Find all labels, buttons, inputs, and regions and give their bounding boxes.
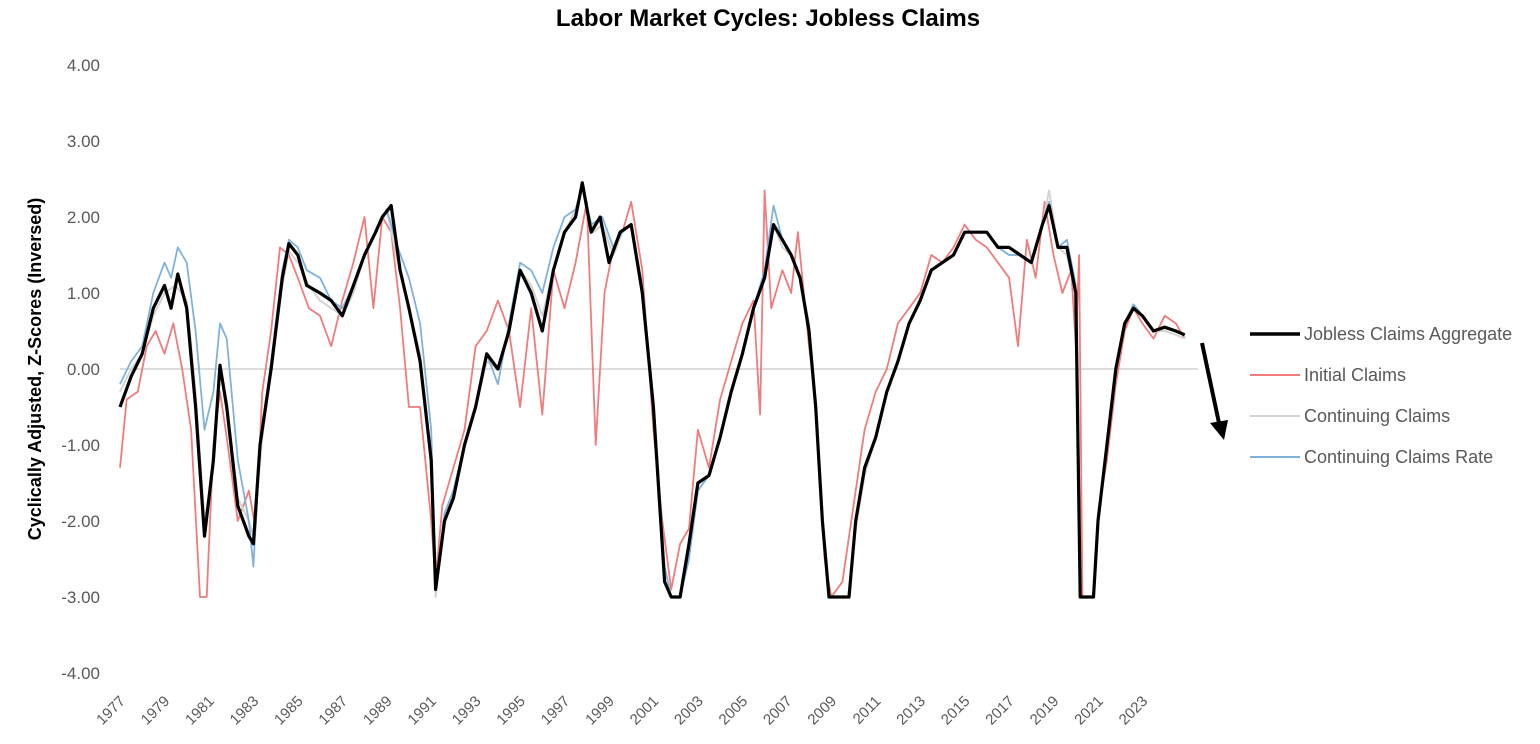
y-axis-label: Cyclically Adjusted, Z-Scores (Inversed) [25, 198, 45, 540]
legend-label: Jobless Claims Aggregate [1304, 324, 1512, 344]
y-tick-label: -2.00 [61, 512, 100, 531]
x-tick-label: 1993 [449, 693, 485, 729]
x-tick-label: 2001 [627, 693, 663, 729]
x-tick-label: 2011 [850, 693, 885, 728]
y-tick-label: 0.00 [67, 360, 100, 379]
x-ticks: 1977 1979 1981 1983 1985 1987 1989 1991 1993 1995… [93, 693, 1151, 729]
x-tick-label: 2009 [804, 693, 840, 729]
x-tick-label: 2017 [982, 693, 1018, 729]
x-tick-label: 2007 [760, 693, 796, 729]
y-tick-label: -3.00 [61, 588, 100, 607]
legend-label: Continuing Claims [1304, 406, 1450, 426]
x-tick-label: 1979 [138, 693, 174, 729]
x-tick-label: 1995 [493, 693, 529, 729]
x-tick-label: 1989 [360, 693, 396, 729]
y-ticks: 4.00 3.00 2.00 1.00 0.00 -1.00 -2.00 -3.00 -4.00 [61, 56, 100, 683]
y-tick-label: 1.00 [67, 284, 100, 303]
x-tick-label: 2005 [716, 693, 752, 729]
down-arrow-shaft [1200, 342, 1221, 424]
legend-label: Initial Claims [1304, 365, 1406, 385]
x-tick-label: 2015 [938, 693, 974, 729]
down-arrow-head [1210, 420, 1228, 440]
y-tick-label: 2.00 [67, 208, 100, 227]
y-tick-label: 4.00 [67, 56, 100, 75]
y-tick-label: -1.00 [61, 436, 100, 455]
x-tick-label: 1981 [182, 693, 218, 729]
legend-label: Continuing Claims Rate [1304, 447, 1493, 467]
y-tick-label: -4.00 [61, 664, 100, 683]
chart-title: Labor Market Cycles: Jobless Claims [556, 5, 980, 32]
down-arrow-annotation [1200, 342, 1228, 440]
x-tick-label: 2023 [1116, 693, 1152, 729]
x-tick-label: 2019 [1027, 693, 1063, 729]
y-tick-label: 3.00 [67, 132, 100, 151]
x-tick-label: 1987 [315, 693, 351, 729]
series-line-jobless-claims-aggregate [118, 181, 1186, 599]
series-layer [118, 181, 1186, 599]
legend: Jobless Claims Aggregate Initial Claims Co… [1250, 324, 1512, 467]
x-tick-label: 1999 [582, 693, 618, 729]
x-tick-label: 1985 [271, 693, 307, 729]
x-tick-label: 2003 [671, 693, 707, 729]
x-tick-label: 1977 [93, 693, 129, 729]
x-tick-label: 2021 [1071, 693, 1107, 729]
x-tick-label: 1991 [404, 693, 440, 729]
x-tick-label: 1997 [538, 693, 574, 729]
x-tick-label: 1983 [227, 693, 263, 729]
x-tick-label: 2013 [893, 693, 929, 729]
